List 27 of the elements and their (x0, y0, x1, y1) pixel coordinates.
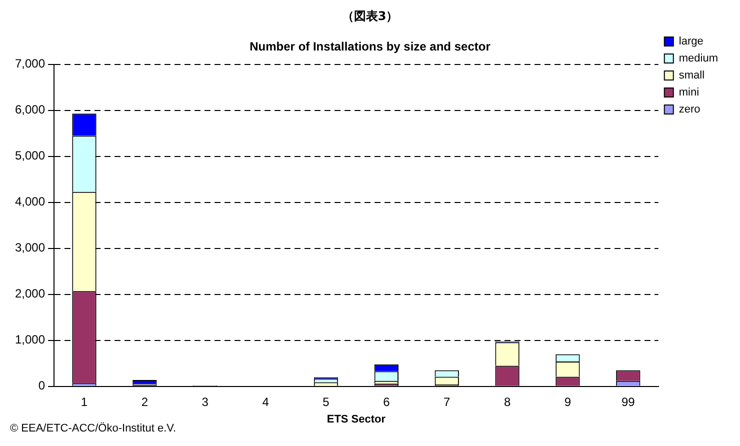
legend-label: medium (678, 52, 718, 65)
x-tick-label: 9 (564, 394, 572, 409)
legend-label: small (678, 70, 705, 82)
x-tick-label: 3 (202, 394, 209, 409)
x-tick-label: 7 (444, 394, 451, 409)
x-axis-title: ETS Sector (326, 413, 386, 426)
text: （図表3） (340, 8, 400, 24)
y-tick-label: 7,000 (15, 56, 46, 71)
y-tick-label: 1,000 (15, 332, 46, 347)
y-tick-label: 6,000 (15, 102, 46, 117)
x-tick-label: 6 (383, 394, 390, 409)
y-tick-label: 0 (38, 378, 46, 393)
x-tick-label: 2 (141, 394, 148, 409)
text: © EEA/ETC-ACC/Öko-Institut e.V. (10, 422, 176, 435)
x-tick-label: 99 (621, 394, 636, 409)
chart-title: Number of Installations by size and sector (250, 40, 491, 54)
y-tick-label: 2,000 (15, 286, 46, 301)
x-tick-label: 5 (322, 394, 330, 409)
y-tick-label: 4,000 (15, 194, 46, 209)
y-tick-label: 3,000 (15, 240, 46, 255)
legend-label: mini (678, 86, 700, 99)
legend-label: large (678, 36, 704, 48)
legend-label: zero (678, 104, 700, 116)
y-tick-label: 5,000 (15, 148, 46, 163)
x-tick-label: 1 (80, 394, 88, 409)
x-tick-label: 4 (262, 394, 270, 409)
x-tick-label: 8 (504, 394, 511, 409)
